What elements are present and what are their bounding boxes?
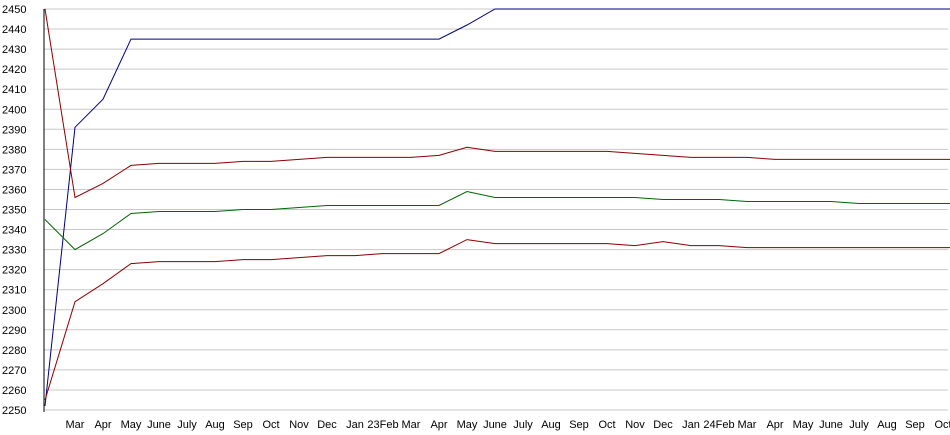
x-tick-label: June (819, 419, 843, 431)
y-tick-label: 2370 (2, 164, 26, 176)
x-tick-label: 23Feb (367, 419, 398, 431)
y-tick-label: 2320 (2, 265, 26, 277)
x-tick-label: Mar (66, 419, 85, 431)
x-tick-label: May (793, 419, 814, 431)
y-tick-label: 2310 (2, 285, 26, 297)
x-tick-label: Sep (569, 419, 589, 431)
x-tick-label: May (457, 419, 478, 431)
x-tick-label: Mar (402, 419, 421, 431)
series-line-4 (44, 239, 950, 401)
y-axis-tick-labels: 2250 2260 2270 2280 2290 2300 2310 2320 2330 2340… (2, 4, 26, 417)
series-lines (44, 8, 950, 407)
y-tick-label: 2450 (2, 4, 26, 16)
x-tick-label: Oct (262, 419, 279, 431)
gridlines (44, 8, 948, 411)
y-tick-label: 2420 (2, 64, 26, 76)
x-tick-label: Aug (205, 419, 225, 431)
y-tick-label: 2280 (2, 345, 26, 357)
x-tick-label: May (121, 419, 142, 431)
x-tick-label: Oct (934, 419, 950, 431)
x-tick-label: Dec (317, 419, 337, 431)
y-tick-label: 2380 (2, 144, 26, 156)
y-tick-label: 2430 (2, 44, 26, 56)
x-tick-label: June (147, 419, 171, 431)
y-tick-label: 2440 (2, 24, 26, 36)
x-tick-label: Apr (94, 419, 111, 431)
y-tick-label: 2260 (2, 385, 26, 397)
y-tick-label: 2300 (2, 305, 26, 317)
x-tick-label: June (483, 419, 507, 431)
x-tick-label: Aug (541, 419, 561, 431)
x-tick-label: July (513, 419, 533, 431)
y-tick-label: 2400 (2, 104, 26, 116)
y-tick-label: 2410 (2, 84, 26, 96)
x-tick-label: Dec (653, 419, 673, 431)
y-tick-label: 2290 (2, 325, 26, 337)
x-tick-label: 24Feb (703, 419, 734, 431)
y-tick-label: 2250 (2, 405, 26, 417)
series-line-1 (44, 8, 950, 407)
x-tick-label: Nov (625, 419, 645, 431)
x-tick-label: Apr (430, 419, 447, 431)
series-line-2 (44, 8, 950, 199)
y-tick-label: 2330 (2, 245, 26, 257)
y-tick-label: 2340 (2, 225, 26, 237)
x-tick-label: Mar (738, 419, 757, 431)
x-tick-label: July (849, 419, 869, 431)
series-line-3 (44, 190, 950, 251)
x-tick-label: July (177, 419, 197, 431)
x-tick-label: Jan (682, 419, 700, 431)
y-tick-label: 2270 (2, 365, 26, 377)
x-tick-label: Oct (598, 419, 615, 431)
x-tick-label: Apr (766, 419, 783, 431)
y-tick-label: 2350 (2, 205, 26, 217)
x-tick-label: Aug (877, 419, 897, 431)
x-tick-label: Jan (346, 419, 364, 431)
x-axis-tick-labels: Mar Apr May June July Aug Sep Oct Nov Dec Jan 23Feb… (66, 419, 950, 431)
x-tick-label: Nov (289, 419, 309, 431)
x-tick-label: Sep (905, 419, 925, 431)
x-tick-label: Sep (233, 419, 253, 431)
y-tick-label: 2360 (2, 184, 26, 196)
y-tick-label: 2390 (2, 124, 26, 136)
